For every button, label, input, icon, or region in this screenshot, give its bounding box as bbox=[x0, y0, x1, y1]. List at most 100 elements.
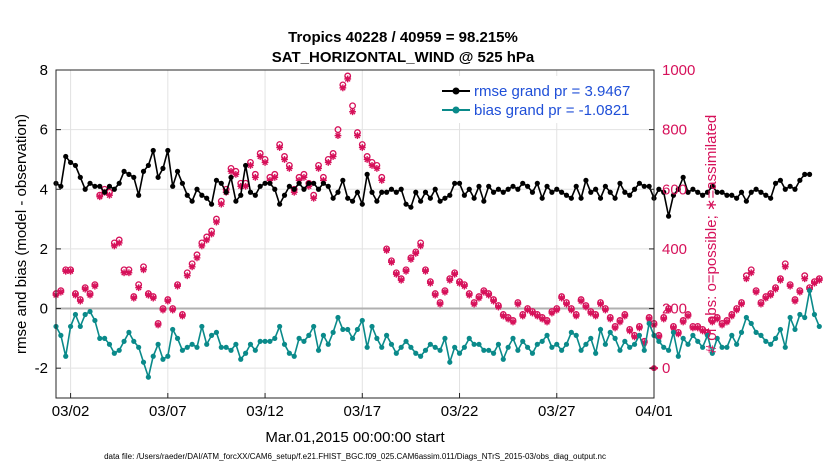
rmse-point bbox=[349, 198, 356, 204]
bias-point bbox=[636, 332, 643, 338]
rmse-point bbox=[126, 171, 132, 177]
bias-point bbox=[724, 344, 730, 350]
rmse-point bbox=[602, 183, 608, 189]
rmse-point bbox=[777, 177, 784, 183]
bias-point bbox=[340, 326, 346, 333]
obs-assimilated-point bbox=[402, 267, 410, 275]
rmse-point bbox=[724, 192, 730, 198]
legend-rmse-label: rmse grand pr = 3.9467 bbox=[474, 83, 630, 100]
bias-point bbox=[272, 335, 278, 341]
bias-point bbox=[388, 341, 395, 347]
rmse-point bbox=[656, 186, 662, 192]
obs-assimilated-point bbox=[436, 300, 444, 308]
bias-point bbox=[369, 323, 375, 330]
obs-assimilated-point bbox=[310, 194, 318, 202]
bias-point bbox=[486, 347, 492, 353]
rmse-point bbox=[77, 174, 83, 180]
rmse-point bbox=[418, 198, 424, 204]
obs-assimilated-point bbox=[689, 324, 697, 332]
obs-assimilated-point bbox=[567, 306, 575, 314]
bias-point bbox=[277, 323, 283, 330]
obs-assimilated-point bbox=[276, 144, 284, 151]
bias-point bbox=[58, 332, 64, 338]
obs-assimilated-point bbox=[738, 300, 745, 308]
obs-assimilated-point bbox=[611, 324, 619, 332]
bias-point bbox=[738, 329, 745, 335]
bias-point bbox=[680, 335, 686, 341]
rmse-point bbox=[529, 189, 536, 195]
obs-assimilated-point bbox=[76, 297, 84, 305]
rmse-point bbox=[471, 195, 477, 201]
obs-assimilated-point bbox=[144, 291, 152, 299]
rmse-point bbox=[539, 195, 545, 201]
obs-assimilated-point bbox=[261, 159, 269, 166]
bias-point bbox=[364, 344, 370, 350]
bias-point bbox=[427, 341, 433, 347]
obs-assimilated-point bbox=[426, 279, 434, 287]
obs-assimilated-point bbox=[742, 275, 750, 283]
y-left-axis: -2 0 2 4 6 8 bbox=[35, 62, 61, 377]
bias-point bbox=[719, 344, 725, 350]
obs-assimilated-point bbox=[509, 318, 517, 326]
rmse-point bbox=[72, 162, 79, 169]
rmse-point bbox=[58, 183, 64, 189]
rmse-point bbox=[92, 183, 98, 189]
obs-assimilated-point bbox=[553, 306, 561, 314]
legend-rmse-marker bbox=[452, 87, 460, 95]
rmse-point bbox=[515, 186, 521, 192]
rmse-point bbox=[204, 195, 210, 201]
y-right-tick-label: 1000 bbox=[662, 62, 695, 79]
obs-assimilated-point bbox=[577, 297, 585, 305]
obs-assimilated-point bbox=[115, 239, 123, 247]
bias-point bbox=[92, 317, 98, 324]
bias-point bbox=[573, 332, 579, 338]
bias-point bbox=[665, 347, 672, 353]
bias-point bbox=[617, 347, 623, 353]
obs-assimilated-point bbox=[388, 258, 395, 266]
rmse-point bbox=[792, 186, 798, 192]
obs-assimilated-point bbox=[431, 291, 439, 299]
rmse-point bbox=[636, 180, 643, 186]
obs-assimilated-point bbox=[256, 153, 264, 160]
obs-assimilated-point bbox=[543, 318, 551, 326]
obs-assimilated-point bbox=[412, 249, 420, 257]
obs-assimilated-point bbox=[203, 236, 211, 244]
rmse-point bbox=[238, 192, 244, 198]
obs-assimilated-point bbox=[213, 218, 220, 226]
obs-assimilated-point bbox=[645, 315, 653, 323]
rmse-point bbox=[87, 180, 93, 186]
rmse-point bbox=[753, 186, 759, 192]
bias-point bbox=[529, 350, 536, 356]
obs-assimilated-point bbox=[475, 294, 483, 302]
obs-assimilated-point bbox=[441, 288, 449, 296]
bias-point bbox=[422, 347, 429, 353]
rmse-point bbox=[593, 186, 599, 192]
bias-point bbox=[223, 344, 229, 350]
bias-point bbox=[456, 350, 463, 356]
rmse-point bbox=[476, 183, 482, 189]
obs-assimilated-point bbox=[747, 269, 755, 277]
rmse-point bbox=[452, 180, 458, 186]
bias-point bbox=[111, 350, 117, 356]
obs-assimilated-point bbox=[631, 333, 638, 341]
rmse-point bbox=[578, 195, 584, 201]
rmse-point bbox=[398, 186, 404, 192]
rmse-point bbox=[549, 189, 555, 195]
obs-assimilated-point bbox=[514, 300, 522, 308]
obs-assimilated-point bbox=[106, 191, 113, 199]
rmse-point bbox=[510, 183, 516, 189]
obs-assimilated-point bbox=[616, 318, 624, 326]
rmse-point bbox=[695, 189, 701, 195]
obs-assimilated-point bbox=[772, 285, 779, 293]
rmse-point bbox=[427, 195, 433, 201]
rmse-point bbox=[296, 180, 302, 186]
bias-point bbox=[490, 350, 497, 356]
rmse-point bbox=[734, 195, 740, 201]
rmse-point bbox=[369, 189, 375, 195]
rmse-point bbox=[111, 186, 117, 192]
chart-title: Tropics 40228 / 40959 = 98.215% bbox=[288, 29, 518, 46]
obs-assimilated-point bbox=[208, 230, 215, 238]
obs-assimilated-point bbox=[96, 193, 104, 201]
bias-point bbox=[568, 329, 574, 335]
rmse-point bbox=[559, 189, 565, 195]
